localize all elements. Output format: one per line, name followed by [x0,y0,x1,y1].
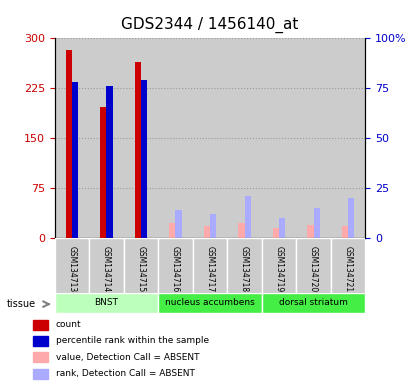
FancyBboxPatch shape [158,293,262,313]
Text: GSM134717: GSM134717 [205,247,215,293]
Bar [342,226,348,238]
FancyBboxPatch shape [262,238,297,294]
Bar [33,353,48,362]
Text: dorsal striatum: dorsal striatum [279,298,348,308]
Text: GSM134713: GSM134713 [67,247,76,293]
Bar [158,38,193,238]
Bar [297,38,331,238]
FancyBboxPatch shape [55,238,89,294]
Bar [72,82,78,238]
Bar [176,210,182,238]
Text: GSM134719: GSM134719 [275,247,284,293]
Bar [273,228,279,238]
Text: GSM134716: GSM134716 [171,247,180,293]
FancyBboxPatch shape [262,293,365,313]
Text: GSM134714: GSM134714 [102,247,111,293]
FancyBboxPatch shape [55,293,158,313]
Bar [55,38,89,238]
Bar [33,320,48,330]
Bar [210,214,216,238]
FancyBboxPatch shape [227,238,262,294]
FancyBboxPatch shape [331,238,365,294]
Bar [314,208,320,238]
Bar [244,196,251,238]
Bar [123,38,158,238]
Bar [106,86,113,238]
Bar [33,369,48,379]
Bar [348,198,354,238]
Bar [89,38,123,238]
Bar [227,38,262,238]
Text: percentile rank within the sample: percentile rank within the sample [56,336,209,346]
Bar [204,226,210,238]
FancyBboxPatch shape [123,238,158,294]
Text: count: count [56,320,81,329]
Text: GSM134721: GSM134721 [344,247,353,293]
Text: rank, Detection Call = ABSENT: rank, Detection Call = ABSENT [56,369,194,378]
Text: GSM134720: GSM134720 [309,247,318,293]
Text: GSM134718: GSM134718 [240,247,249,293]
Bar [238,223,244,238]
Text: nucleus accumbens: nucleus accumbens [165,298,255,308]
Bar [279,218,285,238]
Text: value, Detection Call = ABSENT: value, Detection Call = ABSENT [56,353,199,362]
Bar [193,38,227,238]
Bar [33,336,48,346]
Bar [331,38,365,238]
FancyBboxPatch shape [89,238,123,294]
FancyBboxPatch shape [158,238,193,294]
FancyBboxPatch shape [193,238,227,294]
Text: tissue: tissue [6,299,35,309]
Bar [66,50,72,238]
Bar [100,107,106,238]
Text: BNST: BNST [94,298,118,308]
Text: GDS2344 / 1456140_at: GDS2344 / 1456140_at [121,17,299,33]
Bar [135,62,141,238]
Bar [262,38,297,238]
FancyBboxPatch shape [297,238,331,294]
Bar [141,80,147,238]
Text: GSM134715: GSM134715 [136,247,145,293]
Bar [307,225,314,238]
Bar [169,223,176,238]
